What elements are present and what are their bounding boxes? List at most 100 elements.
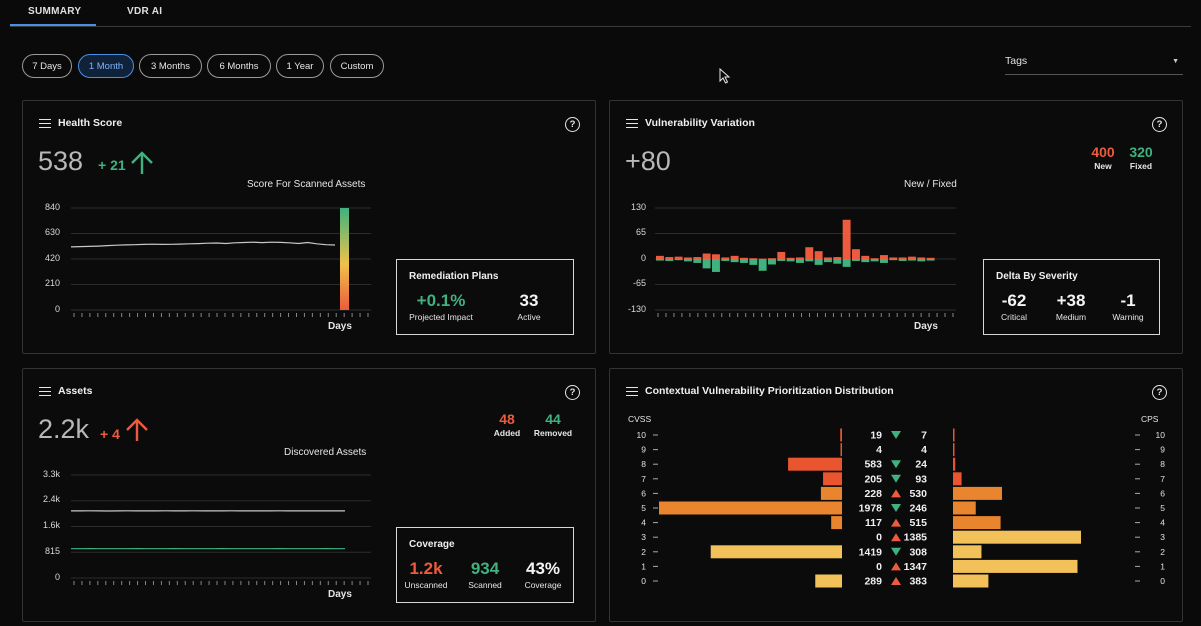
cvss-tick-label: 0 xyxy=(641,576,646,586)
vulnerability-variation-card: Vulnerability Variation ? +80 400 New 32… xyxy=(609,100,1183,354)
x-axis-label: Days xyxy=(328,321,352,332)
cvp-distribution-card: Contextual Vulnerability Prioritization … xyxy=(609,368,1183,622)
new-bar xyxy=(665,257,674,259)
tab-summary[interactable]: SUMMARY xyxy=(28,6,82,17)
new-bar xyxy=(898,257,907,259)
arrow-up-icon xyxy=(131,151,153,174)
cps-bar xyxy=(953,574,989,588)
critical-delta-value: -62 xyxy=(1001,291,1027,310)
fixed-bar xyxy=(861,259,870,263)
fixed-bar xyxy=(926,259,935,261)
new-bar xyxy=(824,257,832,259)
coverage-title: Coverage xyxy=(409,539,455,550)
cps-bar xyxy=(953,457,956,471)
new-count: 400 xyxy=(1091,144,1115,160)
cvp-distribution-title: Contextual Vulnerability Prioritization … xyxy=(645,385,894,397)
fixed-bar xyxy=(730,259,739,263)
new-bar xyxy=(674,256,683,259)
critical-delta-label: Critical xyxy=(1001,312,1027,322)
help-icon[interactable]: ? xyxy=(1152,385,1167,400)
menu-icon[interactable] xyxy=(39,118,51,129)
trend-up-icon xyxy=(891,577,901,585)
coverage-box: Coverage 1.2k Unscanned 934 Scanned 43% … xyxy=(396,527,574,603)
tags-select[interactable]: Tags ▼ xyxy=(1005,55,1183,75)
fixed-bar xyxy=(880,259,888,263)
tab-vdr-ai[interactable]: VDR AI xyxy=(127,6,163,17)
cps-tick-label: 8 xyxy=(1160,459,1165,469)
cps-count: 7 xyxy=(921,430,927,442)
trend-down-icon xyxy=(891,431,901,439)
fixed-bar xyxy=(777,259,786,261)
cps-bar xyxy=(953,501,976,515)
new-bar xyxy=(852,249,860,259)
cps-bar xyxy=(953,472,962,486)
new-bar xyxy=(796,257,804,259)
vulnerability-variation-chart xyxy=(655,207,956,317)
new-bar xyxy=(749,258,758,259)
new-label: New xyxy=(1094,161,1112,171)
cps-count: 1385 xyxy=(904,532,928,544)
menu-icon[interactable] xyxy=(39,386,51,397)
fixed-bar xyxy=(768,259,776,265)
range-3-months-button[interactable]: 3 Months xyxy=(139,54,202,78)
assets-header: Assets xyxy=(39,385,92,397)
fixed-bar xyxy=(758,259,767,271)
new-bar xyxy=(712,254,720,259)
vulnerability-variation-header: Vulnerability Variation xyxy=(626,117,755,129)
fixed-bar xyxy=(656,259,664,261)
x-axis-label: Days xyxy=(914,321,938,332)
fixed-bar xyxy=(889,259,898,261)
fixed-bar xyxy=(917,259,926,262)
health-score-card: Health Score ? 538 + 21 Score For Scanne… xyxy=(22,100,596,354)
new-bar xyxy=(814,251,823,259)
range-custom-button[interactable]: Custom xyxy=(330,54,384,78)
range-6-months-button[interactable]: 6 Months xyxy=(207,54,271,78)
cvss-bar xyxy=(840,443,842,457)
new-bar xyxy=(805,247,814,259)
cps-count: 246 xyxy=(909,503,927,515)
fixed-bar xyxy=(870,259,879,262)
cvss-bar xyxy=(823,472,842,486)
new-bar xyxy=(842,219,851,259)
cps-count: 93 xyxy=(915,473,927,485)
fixed-bar xyxy=(721,259,730,261)
range-1-month-button[interactable]: 1 Month xyxy=(78,54,134,78)
help-icon[interactable]: ? xyxy=(565,385,580,400)
fixed-bar xyxy=(824,259,832,263)
fixed-bar xyxy=(898,259,907,261)
fixed-bar xyxy=(786,259,795,262)
menu-icon[interactable] xyxy=(626,386,638,397)
range-7-days-button[interactable]: 7 Days xyxy=(22,54,72,78)
help-icon[interactable]: ? xyxy=(1152,117,1167,132)
cvss-bar xyxy=(659,501,842,515)
cps-bar xyxy=(953,486,1002,500)
help-icon[interactable]: ? xyxy=(565,117,580,132)
cps-bar xyxy=(953,545,982,559)
new-bar xyxy=(926,257,935,259)
cvss-tick-label: 1 xyxy=(641,561,646,571)
cps-tick-label: 4 xyxy=(1160,518,1165,528)
health-chart-subtitle: Score For Scanned Assets xyxy=(247,179,366,190)
fixed-bar xyxy=(852,259,860,261)
delta-by-severity-box: Delta By Severity -62 Critical +38 Mediu… xyxy=(983,259,1160,335)
trend-up-icon xyxy=(891,562,901,571)
fixed-bar xyxy=(712,259,720,272)
cvp-distribution-header: Contextual Vulnerability Prioritization … xyxy=(626,385,894,397)
fixed-label: Fixed xyxy=(1129,161,1153,171)
cvss-bar xyxy=(820,486,842,500)
health-score-delta: + 21 xyxy=(98,157,126,173)
cps-bar xyxy=(953,443,955,457)
cvss-bar xyxy=(831,516,842,530)
cvss-tick-label: 2 xyxy=(641,547,646,557)
assets-chart xyxy=(71,474,371,585)
new-bar xyxy=(702,253,711,259)
y-tick-label: -65 xyxy=(632,278,646,288)
new-bar xyxy=(740,257,748,259)
new-bar xyxy=(908,256,916,259)
new-bar xyxy=(684,257,692,259)
range-1-year-button[interactable]: 1 Year xyxy=(276,54,324,78)
new-bar xyxy=(693,257,702,259)
menu-icon[interactable] xyxy=(626,118,638,129)
fixed-bar xyxy=(702,259,711,269)
